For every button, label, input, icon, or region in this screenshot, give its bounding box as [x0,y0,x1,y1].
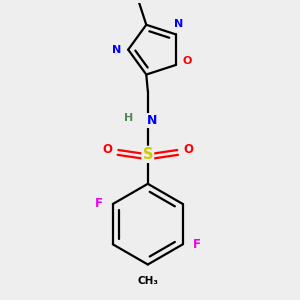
Text: H: H [124,113,133,123]
Text: CH₃: CH₃ [137,276,158,286]
Text: N: N [174,20,183,29]
Text: N: N [112,45,121,55]
Text: O: O [103,143,112,157]
Text: N: N [147,114,158,127]
Text: S: S [142,147,153,162]
Text: F: F [193,238,201,251]
Text: F: F [95,197,103,211]
Text: O: O [183,56,192,66]
Text: O: O [183,143,193,157]
